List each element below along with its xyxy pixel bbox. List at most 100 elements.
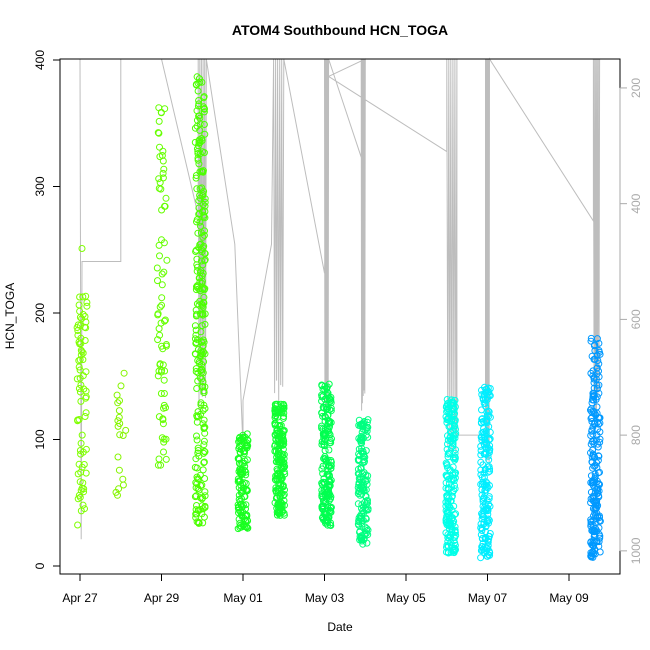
- data-point: [587, 553, 595, 561]
- data-point: [194, 449, 202, 457]
- data-point: [590, 527, 598, 535]
- data-point: [196, 114, 204, 122]
- data-point: [481, 465, 489, 473]
- data-point: [161, 316, 169, 324]
- data-point: [275, 447, 283, 455]
- x-axis: Apr 27 Apr 29 May 01 May 03 May 05 May 07 May …: [62, 573, 589, 605]
- x-tick-label: May 07: [468, 591, 508, 605]
- data-point: [77, 351, 85, 359]
- data-point: [198, 375, 206, 383]
- data-point: [78, 431, 86, 439]
- data-point: [271, 499, 279, 507]
- data-point: [321, 455, 329, 462]
- data-point: [235, 509, 242, 517]
- data-point: [360, 418, 368, 425]
- data-point: [158, 281, 166, 289]
- data-point: [80, 385, 88, 393]
- data-point: [200, 105, 208, 112]
- data-point: [192, 326, 200, 334]
- y-axis-label: HCN_TOGA: [3, 283, 17, 349]
- data-point: [200, 242, 208, 250]
- data-point: [321, 425, 329, 433]
- data-point: [273, 427, 281, 435]
- data-point: [328, 435, 335, 443]
- data-point: [280, 491, 288, 498]
- data-point: [162, 341, 170, 348]
- data-point: [193, 267, 201, 275]
- data-point: [481, 482, 488, 490]
- data-point: [235, 515, 243, 523]
- data-point: [319, 478, 327, 486]
- data-point: [482, 486, 490, 494]
- data-point: [480, 473, 488, 481]
- data-point: [327, 508, 335, 516]
- data-point: [447, 523, 455, 531]
- data-point: [356, 485, 364, 493]
- data-point: [279, 465, 287, 473]
- data-point: [244, 524, 251, 532]
- data-point: [444, 440, 451, 448]
- data-point: [192, 248, 200, 255]
- x-tick-label: Apr 27: [62, 591, 98, 605]
- data-point: [201, 383, 209, 391]
- data-point: [479, 498, 487, 506]
- data-point: [197, 222, 204, 230]
- data-point: [327, 439, 335, 447]
- data-point: [242, 517, 250, 524]
- data-point: [589, 451, 597, 459]
- data-point: [323, 383, 331, 391]
- data-point: [159, 420, 167, 428]
- data-point: [193, 218, 200, 226]
- data-point: [115, 485, 123, 493]
- data-point: [322, 400, 330, 408]
- data-point: [196, 274, 204, 282]
- data-point: [198, 383, 206, 391]
- data-point: [235, 445, 243, 453]
- data-point: [446, 531, 454, 539]
- data-point: [77, 439, 85, 447]
- data-point: [591, 341, 599, 349]
- data-point: [198, 361, 206, 368]
- data-point: [596, 480, 603, 488]
- data-point: [449, 514, 456, 522]
- data-point: [587, 549, 595, 557]
- data-point: [192, 172, 200, 179]
- data-point: [76, 313, 84, 321]
- data-point: [486, 467, 494, 475]
- data-point: [234, 455, 242, 462]
- data-point: [359, 473, 367, 481]
- data-point: [192, 492, 200, 500]
- data-point: [158, 270, 166, 278]
- data-point: [243, 487, 251, 495]
- data-point: [201, 492, 209, 500]
- data-point: [200, 441, 208, 449]
- data-point: [194, 229, 202, 237]
- data-point: [587, 337, 595, 345]
- data-point: [486, 428, 494, 436]
- data-point: [158, 434, 166, 442]
- data-point: [272, 458, 280, 466]
- data-point: [478, 386, 485, 394]
- data-point: [201, 227, 208, 235]
- data-point: [356, 422, 364, 430]
- data-point: [358, 510, 366, 518]
- data-point: [158, 294, 166, 302]
- data-point: [154, 336, 162, 344]
- data-point: [157, 390, 165, 397]
- data-point: [195, 452, 203, 460]
- data-point: [201, 350, 209, 358]
- data-point: [596, 438, 604, 446]
- data-point: [195, 97, 203, 104]
- data-point: [116, 431, 124, 439]
- data-point: [451, 485, 459, 493]
- data-point: [154, 311, 162, 319]
- data-point: [200, 459, 208, 467]
- data-point: [447, 548, 455, 556]
- data-point: [157, 109, 165, 117]
- y-tick-label: 200: [33, 303, 47, 323]
- data-point: [200, 108, 208, 116]
- data-point: [162, 455, 170, 463]
- data-point: [161, 317, 168, 325]
- data-point: [449, 471, 457, 479]
